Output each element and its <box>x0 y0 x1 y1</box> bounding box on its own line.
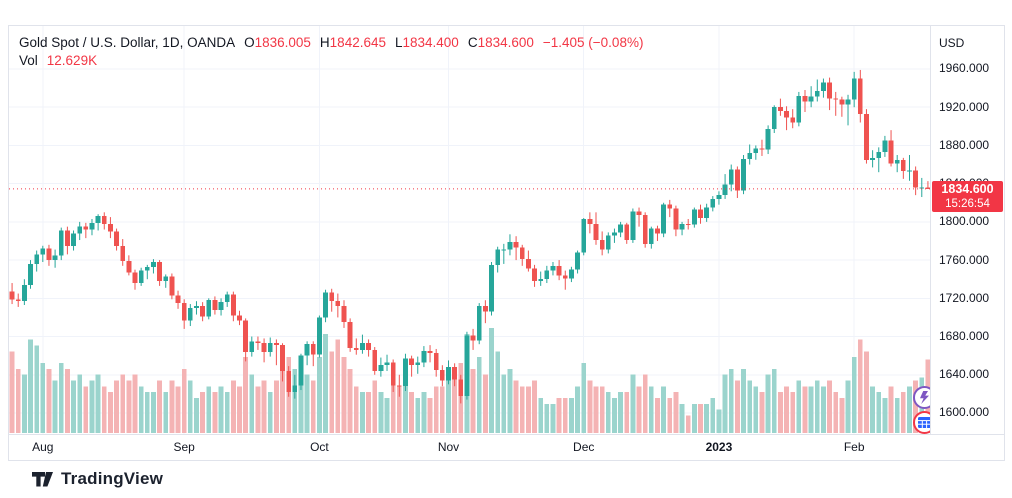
time-tick-label: Dec <box>573 440 595 454</box>
time-tick-label: Feb <box>843 440 865 454</box>
time-tick-label: Oct <box>310 440 329 454</box>
open-value: 1836.005 <box>254 35 311 50</box>
low-value: 1834.400 <box>402 35 459 50</box>
chart-legend: Gold Spot / U.S. Dollar, 1D, OANDA O1836… <box>19 35 643 71</box>
high-label: H <box>319 35 330 50</box>
change-value: −1.405 (−0.08%) <box>542 35 644 50</box>
symbol-title[interactable]: Gold Spot / U.S. Dollar, 1D, OANDA <box>19 35 236 50</box>
close-value: 1834.600 <box>477 35 534 50</box>
price-tick-label: 1920.000 <box>939 99 990 114</box>
ohlc-high: H1842.645 <box>320 35 386 50</box>
last-price: 1834.600 <box>941 181 994 196</box>
lightning-icon <box>920 391 929 404</box>
legend-volume-row: Vol 12.629K <box>19 53 643 68</box>
time-tick-label: Aug <box>32 440 54 454</box>
last-price-badge: 1834.600 15:26:54 <box>932 180 1003 212</box>
high-value: 1842.645 <box>329 35 386 50</box>
time-axis[interactable]: Aug Sep Oct Nov Dec 2023 Feb <box>9 434 1004 460</box>
volume-value: 12.629K <box>46 53 98 68</box>
price-tick-label: 1880.000 <box>939 137 990 152</box>
price-tick-label: 1640.000 <box>939 367 990 382</box>
time-tick-label: Nov <box>437 440 460 454</box>
time-tick-label: 2023 <box>705 440 733 454</box>
ohlc-open: O1836.005 <box>244 35 311 50</box>
price-tick-label: 1680.000 <box>939 329 990 344</box>
brand-text: TradingView <box>61 469 164 488</box>
price-tick-label: 1760.000 <box>939 252 990 267</box>
price-tick-label: 1960.000 <box>939 61 990 76</box>
ohlc-close: C1834.600 <box>468 35 534 50</box>
low-label: L <box>394 35 403 50</box>
candlestick-chart[interactable] <box>9 26 931 434</box>
calendar-icon <box>918 417 931 428</box>
price-tick-label: 1720.000 <box>939 290 990 305</box>
ohlc-low: L1834.400 <box>395 35 459 50</box>
chart-card: Gold Spot / U.S. Dollar, 1D, OANDA O1836… <box>8 25 1005 461</box>
price-tick-label: 1800.000 <box>939 214 990 229</box>
last-price-time: 15:26:54 <box>945 197 990 210</box>
time-tick-label: Sep <box>173 440 195 454</box>
price-tick-label: 1600.000 <box>939 405 990 420</box>
tradingview-logo[interactable]: TradingView <box>32 469 163 489</box>
currency-label: USD <box>939 36 965 50</box>
open-label: O <box>244 35 255 50</box>
legend-ohlc-row: Gold Spot / U.S. Dollar, 1D, OANDA O1836… <box>19 35 643 50</box>
volume-label: Vol <box>19 53 38 68</box>
close-label: C <box>467 35 478 50</box>
price-axis[interactable]: USD 1960.0001920.0001880.0001840.0001800… <box>930 26 1004 434</box>
tradingview-icon <box>32 471 53 486</box>
